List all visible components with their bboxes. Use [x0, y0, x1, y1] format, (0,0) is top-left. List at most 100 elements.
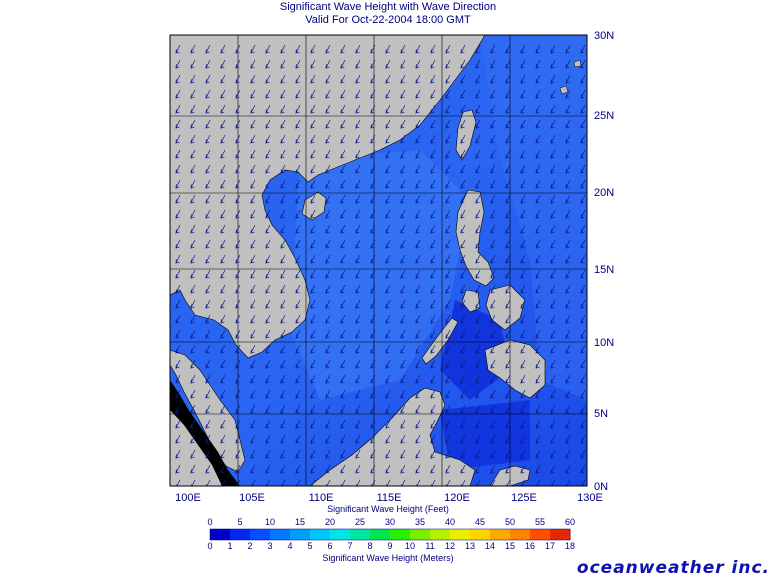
wave-arrow — [580, 344, 586, 354]
wave-arrow — [520, 164, 526, 174]
meter-tick-label: 11 — [425, 541, 435, 551]
wave-arrow — [340, 269, 346, 279]
wave-arrow — [385, 299, 391, 309]
wave-arrow — [190, 359, 196, 369]
wave-arrow — [535, 209, 541, 219]
wave-arrow — [250, 239, 256, 249]
wave-arrow — [190, 74, 196, 84]
colorbar-swatch — [210, 529, 231, 540]
wave-arrow — [250, 449, 256, 459]
wave-arrow — [220, 419, 226, 429]
wave-arrow — [430, 449, 436, 459]
wave-arrow — [550, 344, 556, 354]
wave-arrow — [385, 209, 391, 219]
wave-arrow — [565, 344, 571, 354]
wave-arrow — [490, 284, 496, 294]
wave-arrow — [265, 284, 271, 294]
wave-arrow — [235, 119, 241, 129]
wave-arrow — [520, 299, 526, 309]
wave-arrow — [400, 179, 406, 189]
wave-arrow — [355, 74, 361, 84]
wave-arrow — [385, 359, 391, 369]
wave-arrow — [550, 74, 556, 84]
wave-arrow — [280, 134, 286, 144]
wave-arrow — [175, 89, 181, 99]
wave-arrow — [490, 404, 496, 414]
wave-arrow — [325, 59, 331, 69]
wave-arrow — [565, 434, 571, 444]
wave-arrow — [370, 134, 376, 144]
wave-arrow — [505, 194, 511, 204]
wave-arrow — [235, 449, 241, 459]
wave-arrow — [550, 434, 556, 444]
wave-arrow — [580, 464, 586, 474]
wave-arrow — [340, 134, 346, 144]
wave-arrow — [265, 374, 271, 384]
wave-arrow — [460, 284, 466, 294]
wave-arrow — [265, 149, 271, 159]
wave-arrow — [310, 44, 316, 54]
wave-arrow — [190, 44, 196, 54]
wave-arrow — [385, 119, 391, 129]
wave-arrow — [265, 449, 271, 459]
lat-tick-25N: 25N — [594, 110, 614, 122]
wave-arrow — [235, 164, 241, 174]
wave-arrow — [490, 389, 496, 399]
wave-arrow — [250, 89, 256, 99]
wave-arrow — [265, 89, 271, 99]
wave-arrow — [190, 269, 196, 279]
wave-arrow — [190, 254, 196, 264]
wave-arrow — [325, 254, 331, 264]
wave-arrow — [175, 224, 181, 234]
wave-arrow — [205, 254, 211, 264]
wave-arrow — [490, 239, 496, 249]
wave-arrow — [220, 329, 226, 339]
colorbar-swatch — [510, 529, 531, 540]
wave-arrow — [205, 209, 211, 219]
wave-arrow — [400, 344, 406, 354]
wave-arrow — [475, 434, 481, 444]
wave-arrow — [175, 254, 181, 264]
wave-arrow — [505, 89, 511, 99]
wave-arrow — [205, 419, 211, 429]
wave-arrow — [310, 179, 316, 189]
feet-tick-label: 55 — [534, 517, 545, 527]
wave-arrow — [340, 119, 346, 129]
wave-arrow — [295, 209, 301, 219]
wave-arrow — [475, 389, 481, 399]
wave-arrow — [460, 164, 466, 174]
wave-arrow — [370, 44, 376, 54]
wave-arrow — [280, 74, 286, 84]
wave-arrow — [550, 254, 556, 264]
wave-arrow — [190, 434, 196, 444]
wave-arrow — [400, 239, 406, 249]
wave-arrow — [385, 344, 391, 354]
wave-arrow — [535, 284, 541, 294]
wave-arrow — [280, 179, 286, 189]
wave-arrow — [235, 209, 241, 219]
wave-arrow — [475, 344, 481, 354]
latitude-labels: 0N 5N 10N 15N 20N 25N 30N — [594, 30, 614, 493]
lon-tick-115E: 115E — [377, 492, 402, 504]
wave-arrow — [295, 434, 301, 444]
wave-arrow — [250, 284, 256, 294]
wave-arrow — [175, 299, 181, 309]
wave-arrow — [430, 344, 436, 354]
wave-arrow — [445, 404, 451, 414]
wave-arrow — [310, 419, 316, 429]
hainan — [301, 191, 327, 221]
wave-arrow — [490, 194, 496, 204]
map-subtitle: Valid For Oct-22-2004 18:00 GMT — [305, 14, 471, 26]
wave-arrow — [325, 404, 331, 414]
wave-arrow — [580, 254, 586, 264]
wave-arrow — [295, 374, 301, 384]
wave-arrow — [205, 299, 211, 309]
wave-arrow — [340, 209, 346, 219]
lat-tick-0N: 0N — [594, 481, 608, 493]
wave-arrow — [520, 209, 526, 219]
wave-arrow — [475, 164, 481, 174]
wave-arrow — [460, 59, 466, 69]
wave-arrow — [295, 74, 301, 84]
wave-arrow — [265, 74, 271, 84]
wave-arrow — [565, 164, 571, 174]
